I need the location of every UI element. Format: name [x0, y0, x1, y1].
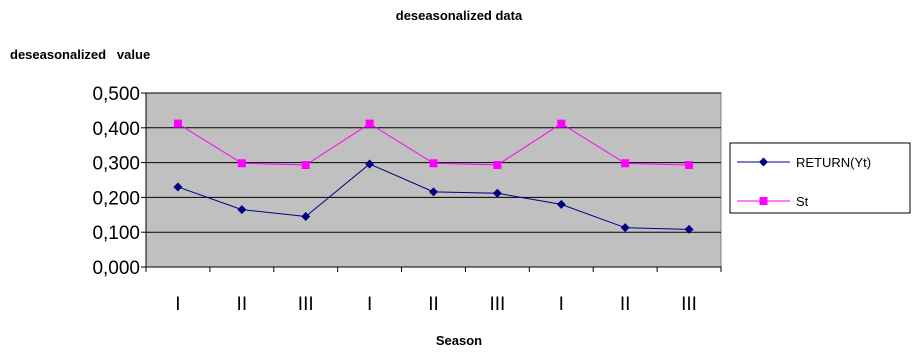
data-point-st	[621, 159, 630, 168]
chart-title: deseasonalized data	[395, 8, 523, 23]
y-tick-label: 0,300	[92, 154, 140, 175]
legend-box	[729, 142, 911, 214]
data-point-return-yt	[556, 199, 566, 209]
y-tick-label: 0,200	[92, 188, 140, 209]
y-axis-title: deseasonalized value	[10, 47, 151, 62]
data-point-st	[685, 161, 694, 170]
data-point-st	[173, 119, 182, 128]
data-point-return-yt	[429, 187, 438, 197]
x-axis-title: Season	[435, 333, 483, 348]
data-point-return-yt	[237, 205, 247, 215]
legend-label-st: St	[796, 194, 809, 209]
data-point-st	[493, 161, 502, 170]
axes	[141, 92, 722, 272]
legend-marker-st	[759, 197, 768, 205]
data-point-st	[429, 159, 438, 168]
x-tick-label: I	[559, 294, 564, 315]
legend-label-return-yt: RETURN(Yt)	[796, 155, 871, 170]
y-tick-labels: 0,000 0,100 0,200 0,300 0,400 0,500	[92, 84, 140, 279]
x-tick-label: I	[367, 294, 372, 315]
x-tick-label: I	[175, 294, 180, 315]
series-st	[173, 119, 694, 170]
x-tick-label: II	[237, 294, 248, 315]
legend-marker-return-yt	[759, 157, 768, 167]
data-point-st	[557, 119, 566, 128]
plot-area	[145, 92, 722, 268]
x-tick-label: II	[620, 294, 631, 315]
x-tick-label: II	[428, 294, 439, 315]
series-return-yt	[173, 159, 694, 234]
data-point-return-yt	[173, 182, 183, 192]
y-tick-label: 0,000	[92, 258, 140, 279]
data-series	[173, 119, 694, 234]
data-point-return-yt	[365, 159, 375, 169]
data-point-return-yt	[492, 188, 502, 198]
legend: RETURN(Yt) St	[729, 142, 911, 214]
y-tick-label: 0,500	[92, 84, 140, 105]
x-tick-label: III	[681, 294, 697, 315]
data-point-return-yt	[301, 212, 311, 222]
data-point-return-yt	[620, 223, 630, 233]
data-point-st	[301, 161, 310, 170]
data-point-st	[237, 159, 246, 168]
x-tick-labels: I II III I II III I II III	[175, 294, 697, 315]
data-point-st	[365, 119, 374, 128]
x-tick-label: III	[489, 294, 505, 315]
y-tick-label: 0,400	[92, 119, 140, 140]
y-tick-label: 0,100	[92, 223, 140, 244]
data-point-return-yt	[684, 224, 694, 234]
x-tick-label: III	[298, 294, 314, 315]
